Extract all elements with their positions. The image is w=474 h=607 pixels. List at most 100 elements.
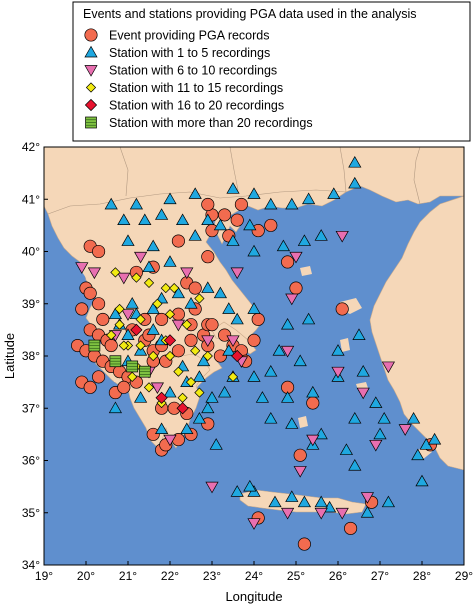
point-triangle-up-16 <box>188 229 202 241</box>
x-axis-label: Longitude <box>225 589 282 604</box>
point-triangle-up-18 <box>213 218 228 231</box>
point-triangle-up-84 <box>133 391 148 403</box>
point-triangle-up-81 <box>217 385 232 398</box>
point-diamond-small-14 <box>190 345 201 356</box>
point-circle-77 <box>297 537 311 551</box>
point-triangle-down-25 <box>163 434 177 447</box>
legend-marker-triangle-down <box>84 65 98 77</box>
point-triangle-up-65 <box>243 479 257 492</box>
point-circle-76 <box>344 521 358 535</box>
point-square-0 <box>88 339 101 352</box>
point-circle-47 <box>146 427 160 441</box>
y-tick-label-6: 40° <box>22 245 40 259</box>
x-tick-label-1: 20° <box>77 569 95 583</box>
point-triangle-down-13 <box>398 424 412 436</box>
legend-label-4: Station with 16 to 20 recordings <box>109 99 284 113</box>
x-tick-label-10: 29° <box>455 569 473 583</box>
point-triangle-up-19 <box>243 218 257 231</box>
point-triangle-up-48 <box>369 396 383 408</box>
point-triangle-up-56 <box>381 495 396 508</box>
point-circle-6 <box>96 312 110 326</box>
point-circle-75 <box>335 302 349 316</box>
point-triangle-up-91 <box>108 307 123 320</box>
point-triangle-up-98 <box>272 344 286 356</box>
legend-marker-circle <box>84 28 98 42</box>
point-triangle-up-26 <box>121 234 135 246</box>
point-triangle-down-15 <box>247 518 261 530</box>
point-diamond-small-27 <box>181 319 192 330</box>
point-triangle-down-20 <box>121 309 135 321</box>
point-triangle-up-50 <box>377 411 391 424</box>
point-diamond-small-17 <box>194 387 205 398</box>
point-triangle-up-71 <box>264 411 278 424</box>
point-triangle-up-8 <box>188 187 202 199</box>
point-triangle-down-17 <box>314 507 328 520</box>
point-triangle-up-62 <box>268 495 282 508</box>
x-tick-label-8: 27° <box>371 569 389 583</box>
point-diamond-small-24 <box>227 371 239 382</box>
point-triangle-up-35 <box>230 312 244 325</box>
point-diamond-small-0 <box>110 267 121 278</box>
point-triangle-down-29 <box>306 434 320 447</box>
point-circle-5 <box>75 302 89 316</box>
point-triangle-down-10 <box>381 361 396 374</box>
point-triangle-up-17 <box>201 213 215 225</box>
point-circle-68 <box>281 255 295 269</box>
point-triangle-up-44 <box>280 391 295 403</box>
point-triangle-up-60 <box>297 495 312 508</box>
point-triangle-down-5 <box>289 251 303 264</box>
point-circle-29 <box>184 333 198 347</box>
point-diamond-2 <box>231 349 244 363</box>
legend-box <box>72 1 471 142</box>
point-diamond-small-8 <box>114 319 125 330</box>
point-triangle-up-93 <box>125 297 139 309</box>
x-tick-label-4: 23° <box>203 569 221 583</box>
point-circle-74 <box>293 448 307 462</box>
point-triangle-down-28 <box>171 319 186 332</box>
point-circle-59 <box>171 234 185 248</box>
point-triangle-up-24 <box>314 229 328 241</box>
point-triangle-up-31 <box>213 286 228 299</box>
point-diamond-small-28 <box>194 293 205 304</box>
point-triangle-up-59 <box>314 495 328 508</box>
y-tick-label-7: 41° <box>22 192 40 206</box>
point-circle-83 <box>205 318 219 332</box>
point-diamond-3 <box>176 402 189 415</box>
point-diamond-small-12 <box>148 350 159 362</box>
land-lemnos <box>300 266 312 276</box>
point-diamond-4 <box>130 323 143 336</box>
point-triangle-up-23 <box>297 234 312 246</box>
point-square-2 <box>126 360 139 373</box>
x-tick-label-9: 28° <box>413 569 431 583</box>
point-triangle-up-73 <box>201 401 215 414</box>
point-triangle-up-30 <box>201 281 215 293</box>
legend-label-1: Station with 1 to 5 recordings <box>109 46 270 60</box>
map-plot-area <box>44 147 464 565</box>
point-triangle-down-18 <box>335 507 349 520</box>
point-circle-20 <box>117 380 131 394</box>
point-circle-61 <box>251 224 265 238</box>
point-triangle-down-30 <box>205 481 219 494</box>
point-circle-1 <box>92 244 106 259</box>
point-triangle-up-9 <box>163 192 177 205</box>
point-triangle-down-22 <box>226 335 240 348</box>
x-tick-label-3: 22° <box>161 569 179 583</box>
point-triangle-up-2 <box>327 187 341 199</box>
point-triangle-down-4 <box>230 267 244 280</box>
point-triangle-up-12 <box>117 213 131 225</box>
point-triangle-up-61 <box>285 490 299 502</box>
y-axis-label: Latitude <box>2 333 17 379</box>
point-triangle-up-55 <box>415 474 429 487</box>
point-square-1 <box>109 355 122 368</box>
y-tick-label-0: 34° <box>22 558 40 572</box>
point-triangle-up-99 <box>255 391 270 403</box>
point-circle-28 <box>171 344 185 358</box>
point-triangle-down-7 <box>285 293 299 306</box>
point-circle-65 <box>188 281 202 295</box>
point-triangle-up-64 <box>230 485 244 497</box>
point-diamond-0 <box>163 334 177 347</box>
point-triangle-up-0 <box>348 155 362 168</box>
point-triangle-down-1 <box>87 267 102 280</box>
legend: Events and stations providing PGA data u… <box>72 1 471 142</box>
point-triangle-up-40 <box>331 344 345 356</box>
